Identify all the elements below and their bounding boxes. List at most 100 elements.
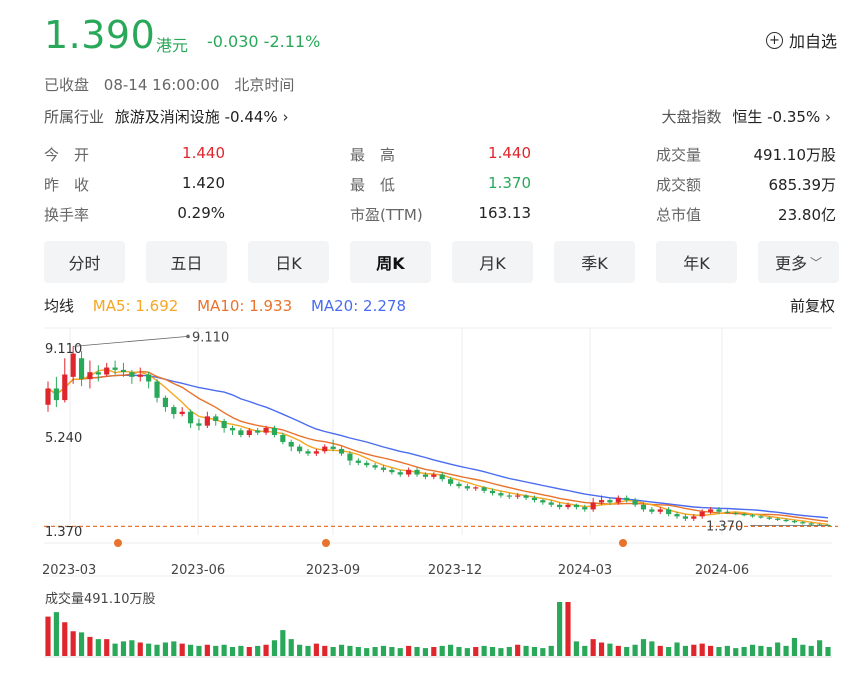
status-text: 已收盘: [44, 76, 90, 94]
volume-bar: [548, 645, 554, 656]
candle-body: [674, 514, 680, 517]
volume-bar: [498, 648, 504, 656]
candle-body: [255, 430, 261, 433]
volume-bar: [162, 642, 169, 656]
kline-chart[interactable]: 9.110 5.240 1.370 9.110 1.370 2023-03 2023-06 2…: [0, 320, 865, 677]
candle-body: [557, 504, 563, 508]
tab-more[interactable]: 更多 ﹀: [758, 241, 839, 283]
volume-bar: [557, 602, 563, 656]
ma-title: 均线: [44, 297, 75, 315]
chevron-down-icon: ﹀: [810, 255, 823, 270]
x-tick-label: 2023-03: [42, 563, 96, 578]
volume-bar: [733, 648, 739, 656]
volume-bar: [649, 641, 655, 656]
volume-bar: [154, 644, 160, 656]
volume-bar: [791, 638, 798, 656]
stat-label: 成交额: [656, 176, 702, 194]
industry-label: 所属行业: [44, 108, 105, 126]
stat-label: 总市值: [656, 206, 702, 224]
volume-bar: [62, 622, 68, 656]
ma5-value: MA5: 1.692: [92, 297, 179, 315]
volume-bar: [380, 645, 387, 656]
high-marker-dot: [186, 334, 190, 339]
tab-yearly-k[interactable]: 年K: [656, 241, 737, 283]
candle-body: [481, 487, 487, 491]
volume-bar: [481, 645, 487, 656]
candle-body: [422, 474, 429, 477]
volume-bar: [87, 636, 93, 656]
volume-bar: [447, 644, 454, 656]
candle-body: [456, 483, 462, 487]
volume-bar: [297, 644, 303, 656]
candle-body: [515, 495, 521, 497]
stat-value: 1.370: [488, 174, 531, 192]
candle-body: [800, 522, 806, 524]
candle-body: [749, 515, 756, 517]
candle-body: [666, 509, 672, 515]
candle-body: [766, 517, 772, 519]
watch-label: 加自选: [788, 32, 837, 51]
candle-body: [305, 451, 311, 454]
candle-body: [489, 490, 496, 494]
candle-body: [724, 511, 730, 513]
industry-name: 旅游及消闲设施: [114, 108, 220, 126]
volume-bar: [666, 647, 672, 656]
volume-bar: [598, 642, 605, 656]
candles: [45, 346, 831, 527]
volume-bar: [431, 647, 437, 656]
candle-body: [699, 511, 705, 517]
volume-bar: [372, 647, 378, 656]
volume-bar: [288, 639, 294, 656]
stat-label: 成交量: [656, 146, 702, 164]
candle-body: [758, 516, 764, 518]
candle-body: [288, 441, 294, 447]
status-timezone: 北京时间: [234, 76, 295, 94]
candle-body: [582, 507, 588, 510]
volume-bar: [213, 645, 219, 656]
tab-5day[interactable]: 五日: [146, 241, 227, 283]
industry-link[interactable]: 所属行业 旅游及消闲设施 -0.44% ›: [44, 106, 288, 127]
candle-body: [263, 428, 269, 433]
candle-body: [120, 369, 127, 373]
tab-weekly-k[interactable]: 周K: [350, 241, 431, 283]
candle-body: [657, 509, 663, 512]
volume-bar: [699, 643, 705, 656]
volume-bar: [70, 631, 76, 656]
tab-monthly-k[interactable]: 月K: [452, 241, 533, 283]
candle-body: [330, 446, 336, 449]
market-index-link[interactable]: 大盘指数 恒生 -0.35% ›: [662, 106, 831, 127]
volume-bar: [347, 645, 353, 656]
x-tick-label: 2023-12: [428, 563, 482, 578]
candle-body: [196, 423, 202, 426]
candle-body: [53, 388, 59, 401]
x-tick-label: 2023-06: [171, 563, 225, 578]
volume-bar: [607, 643, 613, 656]
high-marker-label: 9.110: [192, 330, 229, 345]
x-tick-label: 2024-03: [558, 563, 612, 578]
candle-body: [540, 500, 546, 503]
candle-body: [213, 416, 219, 422]
tab-daily-k[interactable]: 日K: [248, 241, 329, 283]
candle-body: [707, 509, 714, 512]
volume-bar: [523, 645, 529, 656]
volume-bar: [707, 645, 714, 656]
candle-body: [171, 407, 177, 415]
volume-bar: [146, 643, 152, 656]
stat-value: 163.13: [478, 204, 532, 222]
tab-intraday[interactable]: 分时: [44, 241, 125, 283]
candle-body: [137, 374, 143, 377]
chart-labels: 9.110 5.240 1.370 9.110 1.370 2023-03 2023-06 2…: [42, 330, 828, 607]
ma-legend: 均线 MA5: 1.692 MA10: 1.933 MA20: 2.278: [44, 295, 420, 316]
adjust-mode-button[interactable]: 前复权: [789, 297, 835, 315]
candle-body: [397, 472, 403, 475]
candle-body: [573, 504, 579, 508]
volume-bar: [473, 647, 479, 656]
volume-bar: [624, 647, 630, 656]
chevron-right-icon: ›: [282, 108, 289, 126]
candle-body: [246, 430, 252, 435]
volume-bar: [204, 644, 210, 656]
add-watchlist-button[interactable]: + 加自选: [765, 28, 837, 52]
candle-body: [733, 512, 739, 515]
last-price: 1.390: [44, 13, 156, 57]
tab-quarterly-k[interactable]: 季K: [554, 241, 635, 283]
